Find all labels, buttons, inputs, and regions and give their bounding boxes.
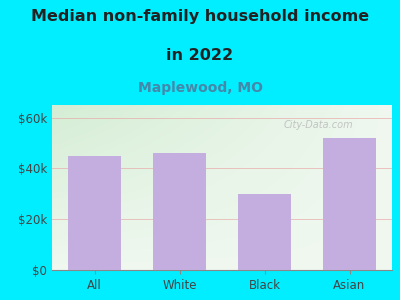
Bar — [68, 156, 121, 270]
Bar — [153, 153, 206, 270]
Bar — [323, 138, 376, 270]
Text: Median non-family household income: Median non-family household income — [31, 9, 369, 24]
Text: City-Data.com: City-Data.com — [283, 120, 353, 130]
Text: Maplewood, MO: Maplewood, MO — [138, 81, 262, 95]
Text: in 2022: in 2022 — [166, 48, 234, 63]
Bar — [238, 194, 291, 270]
